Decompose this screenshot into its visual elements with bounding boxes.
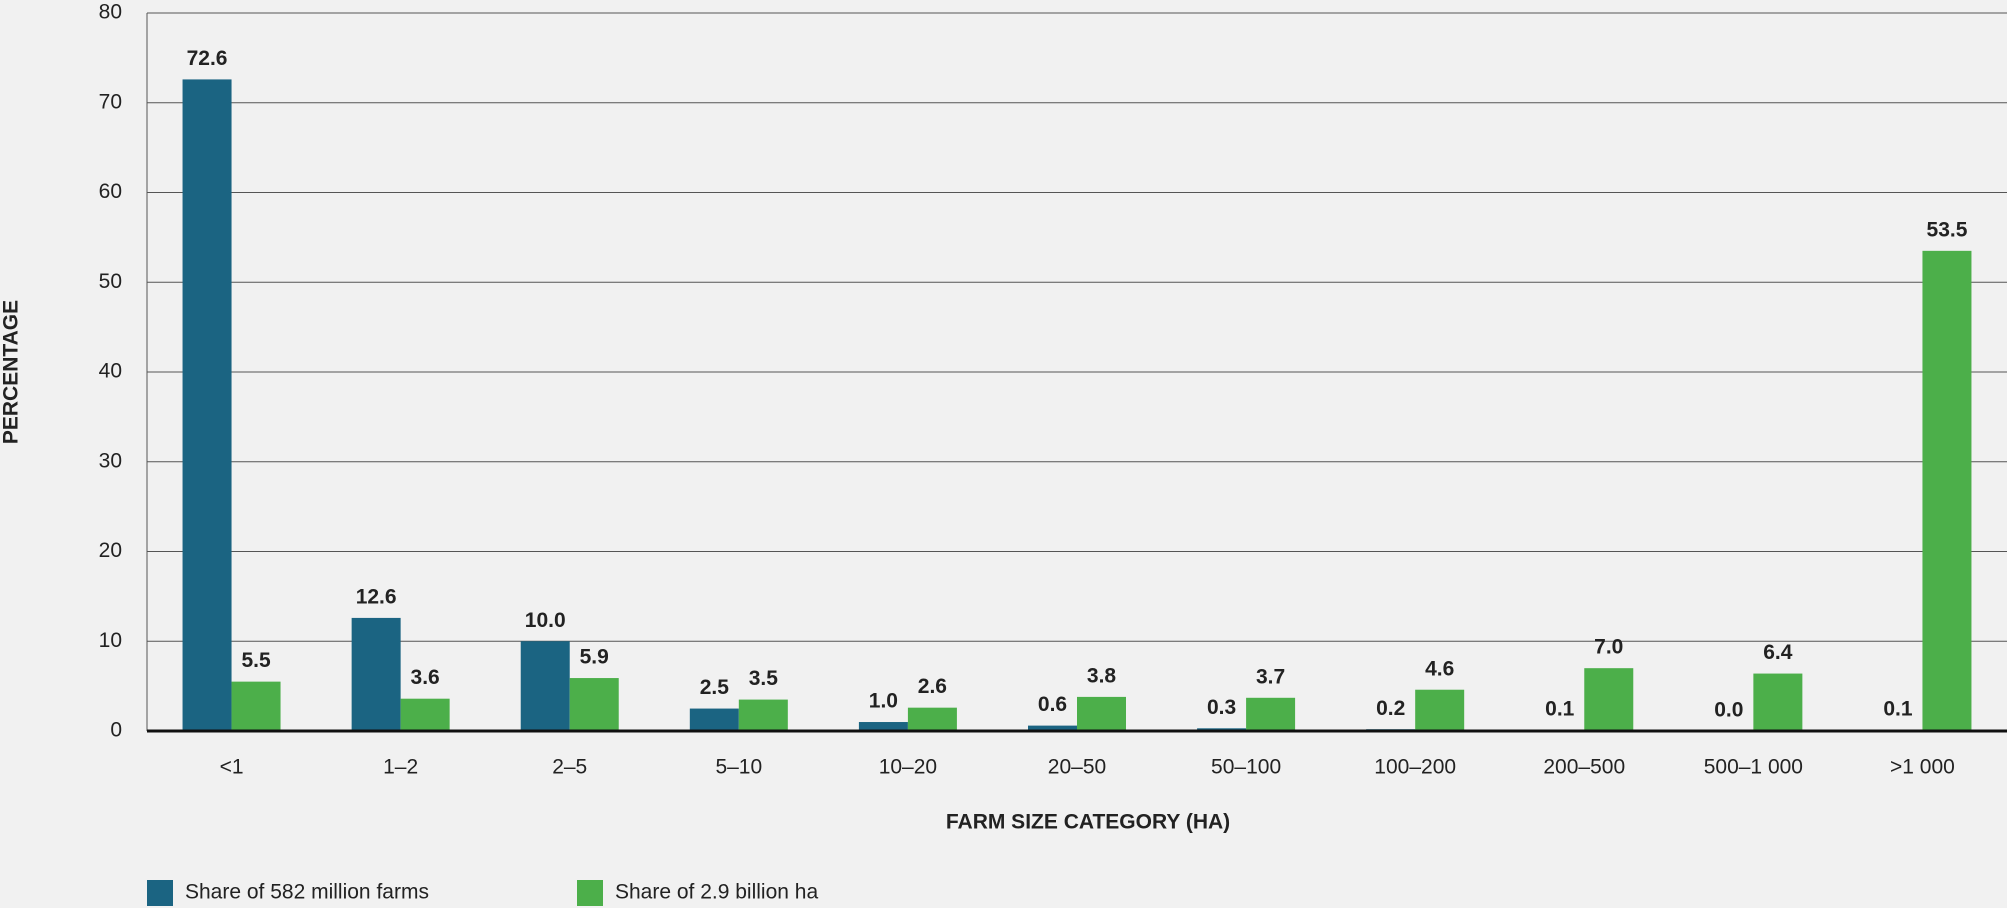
y-axis-title: PERCENTAGE: [0, 300, 23, 444]
x-tick-label: 2–5: [552, 756, 587, 779]
value-label: 2.6: [918, 675, 947, 698]
value-label: 2.5: [700, 676, 730, 699]
x-tick-label: 5–10: [715, 756, 762, 779]
value-label: 72.6: [187, 47, 228, 70]
x-tick-label: 10–20: [879, 756, 937, 779]
bar: [1922, 250, 1972, 731]
x-tick-label: 50–100: [1211, 756, 1281, 779]
legend-swatch: [577, 880, 603, 906]
bar: [400, 698, 450, 731]
y-tick-label: 40: [99, 360, 122, 383]
value-label: 5.5: [241, 649, 271, 672]
x-tick-label: 500–1 000: [1704, 756, 1803, 779]
value-label: 3.5: [749, 667, 779, 690]
bar: [351, 617, 401, 731]
value-label: 0.2: [1376, 697, 1405, 720]
bar: [858, 722, 908, 731]
x-tick-label: 1–2: [383, 756, 418, 779]
value-label: 0.3: [1207, 696, 1236, 719]
x-tick-label: 20–50: [1048, 756, 1106, 779]
value-label: 1.0: [869, 690, 898, 713]
value-label: 53.5: [1927, 218, 1968, 241]
value-label: 0.0: [1714, 699, 1743, 722]
y-tick-label: 50: [99, 270, 122, 293]
bar: [569, 678, 619, 731]
bar: [520, 641, 570, 731]
x-tick-label: <1: [220, 756, 244, 779]
bar: [182, 79, 232, 732]
y-tick-label: 80: [99, 1, 122, 24]
value-label: 4.6: [1425, 657, 1454, 680]
y-tick-label: 10: [99, 629, 122, 652]
value-label: 0.6: [1038, 693, 1067, 716]
legend-label: Share of 2.9 billion ha: [615, 881, 818, 904]
x-tick-label: 200–500: [1543, 756, 1625, 779]
value-label: 3.8: [1087, 664, 1117, 687]
bar: [1077, 696, 1126, 731]
x-tick-label: >1 000: [1890, 756, 1955, 779]
value-label: 3.6: [411, 666, 440, 689]
value-label: 0.1: [1545, 698, 1575, 721]
bar: [1415, 689, 1465, 731]
value-label: 12.6: [356, 585, 397, 608]
bar: [738, 699, 788, 731]
bar: [231, 681, 281, 731]
y-tick-label: 30: [99, 449, 122, 472]
y-tick-label: 20: [99, 539, 122, 562]
bar: [1028, 725, 1077, 731]
bar: [1753, 673, 1803, 731]
value-label: 5.9: [580, 646, 609, 669]
x-axis-title: FARM SIZE CATEGORY (HA): [946, 811, 1230, 834]
value-label: 7.0: [1594, 636, 1623, 659]
y-tick-label: 0: [110, 719, 122, 742]
y-tick-label: 70: [99, 90, 122, 113]
value-label: 3.7: [1256, 665, 1285, 688]
value-label: 0.1: [1883, 698, 1913, 721]
bar: [907, 707, 957, 731]
x-tick-label: 100–200: [1374, 756, 1456, 779]
bar: [689, 708, 739, 731]
legend-label: Share of 582 million farms: [185, 881, 429, 904]
y-tick-label: 60: [99, 180, 122, 203]
bar: [1584, 668, 1634, 731]
value-label: 6.4: [1763, 641, 1793, 664]
legend-swatch: [147, 880, 173, 906]
bar: [1246, 697, 1296, 731]
value-label: 10.0: [525, 609, 566, 632]
